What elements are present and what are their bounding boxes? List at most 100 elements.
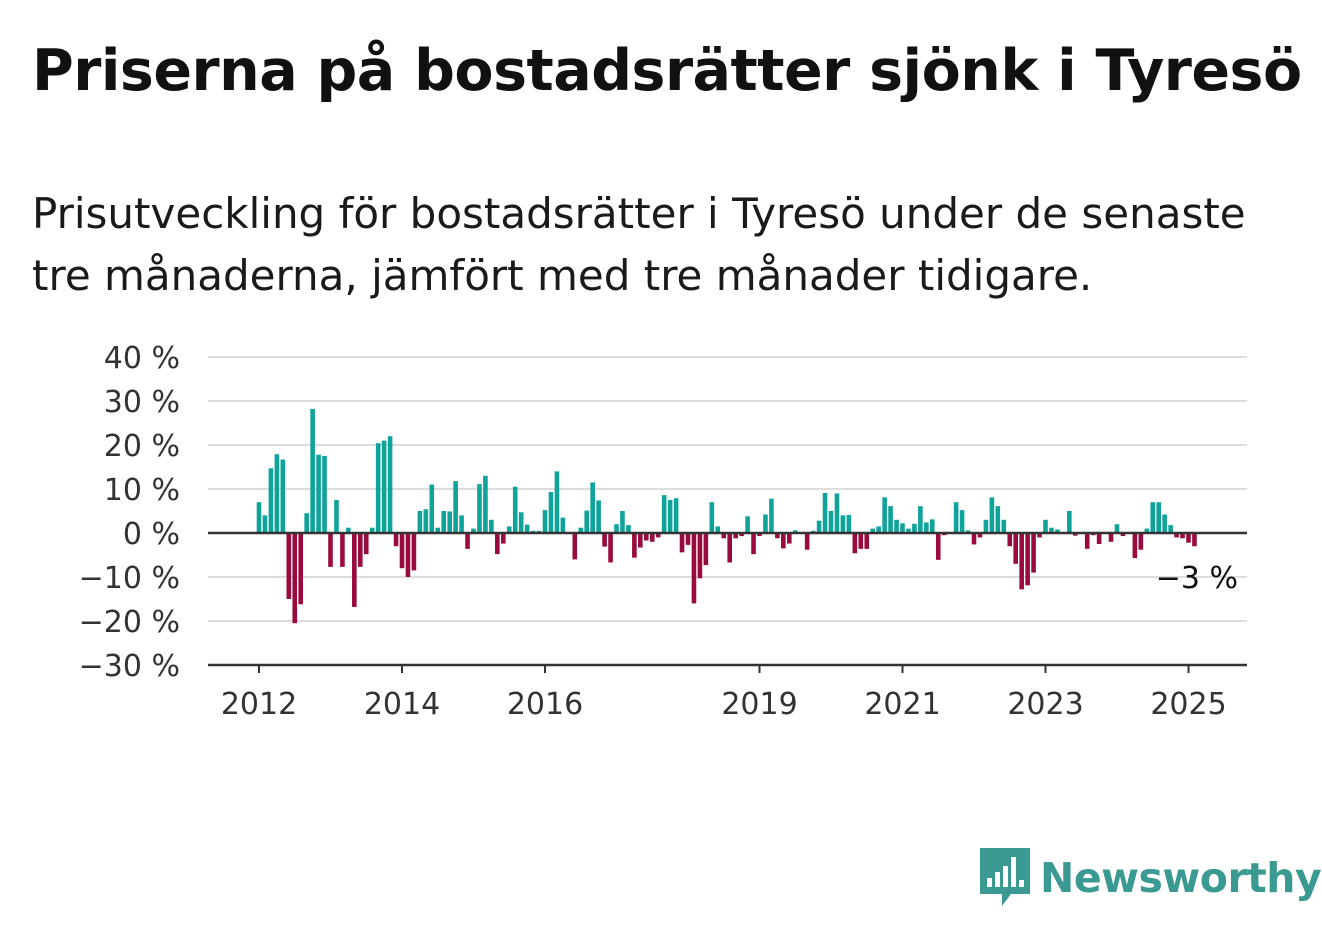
bar (465, 533, 470, 549)
bar (292, 533, 298, 624)
bar (912, 523, 917, 533)
bar (673, 498, 679, 533)
bar (697, 533, 703, 579)
bar (775, 533, 780, 539)
bar (1096, 533, 1102, 544)
bar (542, 510, 548, 533)
bar (870, 528, 876, 533)
chart-title: Priserna på bostadsrätter sjönk i Tyresö (32, 38, 1302, 104)
bar (727, 533, 733, 563)
bar (989, 497, 995, 533)
bar (369, 527, 375, 533)
bar (816, 520, 822, 533)
bar (929, 519, 935, 533)
bar (334, 500, 339, 533)
bar (489, 519, 494, 533)
bar (429, 484, 435, 533)
bar (447, 511, 452, 533)
bar (1150, 502, 1156, 533)
y-tick-label: −10 % (79, 561, 180, 596)
bar (971, 533, 977, 545)
chart-subtitle: Prisutveckling för bostadsrätter i Tyres… (32, 189, 1246, 300)
bar (709, 502, 715, 533)
bar (500, 533, 506, 544)
bar (715, 526, 721, 533)
bar (411, 533, 417, 571)
bar (352, 533, 357, 607)
bar (584, 510, 590, 533)
bar (703, 533, 709, 566)
y-tick-label: 20 % (104, 429, 180, 464)
bar (578, 527, 584, 533)
newsworthy-logo-icon (980, 848, 1030, 906)
bar (894, 519, 899, 533)
bar (632, 533, 637, 558)
bar (375, 443, 381, 533)
bar (357, 533, 363, 567)
bar (1007, 533, 1013, 547)
bar (924, 522, 929, 533)
bar (739, 533, 744, 537)
bar (626, 525, 631, 533)
bar (1037, 533, 1042, 538)
bar (304, 513, 309, 533)
bar (399, 533, 405, 569)
bar (959, 510, 965, 533)
bar (769, 498, 774, 533)
x-tick-label: 2023 (1007, 687, 1083, 722)
bar (977, 533, 983, 538)
last-value-label: −3 % (1156, 561, 1238, 596)
bar (1055, 529, 1060, 533)
bar (1001, 519, 1007, 533)
bar (786, 533, 792, 544)
bar (822, 492, 828, 533)
bar (751, 533, 756, 555)
bar (554, 471, 560, 533)
bar (453, 481, 458, 533)
bar (274, 454, 280, 533)
y-tick-label: −20 % (79, 605, 180, 640)
bar (1031, 533, 1036, 573)
bar (268, 468, 274, 533)
bar (518, 512, 524, 533)
bar (262, 515, 268, 533)
x-tick-label: 2016 (507, 687, 583, 722)
bar (322, 456, 327, 533)
bar (804, 533, 810, 550)
bar (733, 533, 738, 539)
y-tick-label: 10 % (104, 473, 180, 508)
x-tick-label: 2014 (364, 687, 440, 722)
bar (1025, 533, 1030, 586)
bar (1043, 519, 1048, 533)
brand-name: Newsworthy (1040, 854, 1322, 902)
bar (1168, 525, 1173, 533)
bar (781, 533, 786, 549)
bar (524, 524, 530, 533)
bar (906, 528, 911, 533)
bar (679, 533, 685, 553)
bar (286, 533, 292, 599)
bar (495, 533, 500, 555)
bar (1013, 533, 1019, 564)
bar (864, 533, 870, 549)
bar (602, 533, 607, 547)
bar (1072, 533, 1078, 536)
bar (667, 500, 673, 533)
bar (316, 454, 321, 533)
bar (1067, 511, 1072, 533)
bar (1049, 527, 1054, 533)
bar (340, 533, 345, 567)
bar (757, 533, 762, 537)
bar (792, 530, 798, 533)
bar (953, 502, 959, 533)
bar (1120, 533, 1126, 537)
bar (638, 533, 643, 548)
bar (900, 523, 905, 533)
x-tick-label: 2025 (1150, 687, 1226, 722)
bar (387, 436, 393, 533)
y-tick-label: 30 % (104, 385, 180, 420)
bar (1144, 528, 1150, 533)
bar (381, 440, 387, 533)
bar (1019, 533, 1024, 590)
bar (763, 514, 768, 533)
